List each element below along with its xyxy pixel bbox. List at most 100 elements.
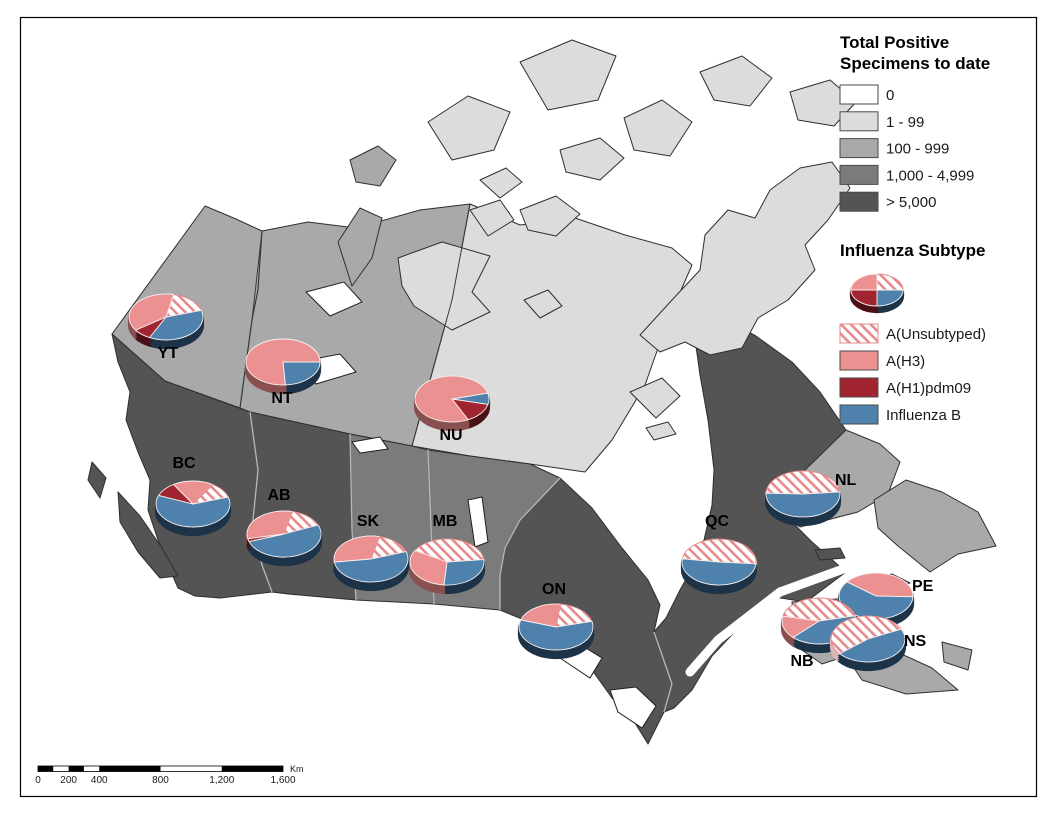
legend-class-swatch-2	[839, 138, 879, 159]
lake-huron-erie-ontario	[609, 686, 657, 729]
legend-specimens-title-line2: Specimens to date	[840, 54, 990, 73]
legend-subtype-title: Influenza Subtype	[840, 241, 985, 260]
legend-subtype-label-h1: A(H1)pdm09	[886, 380, 971, 397]
pie-ns	[829, 615, 907, 672]
pie-on-slice-h3	[520, 603, 562, 628]
st-lawrence-river	[685, 563, 851, 677]
pie-mb-slice-b	[443, 559, 485, 586]
legend-subtype-items: A(Unsubtyped) A(H3) A(H1)pdm09 Influenza B	[839, 323, 986, 425]
pie-ab-slice-h3	[246, 510, 294, 540]
scalebar-segment-1	[53, 766, 69, 772]
scalebar-segment-6	[221, 766, 283, 772]
region-qc-anticosti	[814, 547, 846, 561]
pie-qc-slice-b	[681, 558, 757, 586]
lake-winnipeg	[467, 496, 489, 548]
scalebar-tick-1: 200	[60, 775, 77, 786]
region-qc	[653, 317, 847, 713]
pie-nt-slice-b	[282, 361, 321, 386]
pie-bc-slice-h1	[157, 483, 195, 505]
region-bc-vancouver-island	[117, 491, 179, 579]
pie-nl-slice-b	[765, 491, 841, 518]
pie-pe-slice-h3	[846, 572, 914, 598]
island-king-william	[523, 289, 563, 319]
scalebar-segment-2	[68, 766, 84, 772]
region-label-pe: PE	[912, 578, 934, 595]
pie-nu	[413, 375, 491, 432]
legend-class-swatch-4	[839, 191, 879, 212]
subtype-sample-pie-slice-h1	[850, 289, 878, 307]
subtype-sample-pie	[849, 273, 905, 314]
scalebar-segment-5	[160, 766, 222, 772]
island-somerset	[519, 195, 581, 237]
pie-bc	[154, 480, 232, 537]
legend-subtype-label-b: Influenza B	[886, 407, 961, 424]
pie-mb	[408, 538, 486, 595]
pie-ab-slice-b	[248, 524, 322, 558]
legend-subtype-swatch-b	[839, 404, 879, 425]
pie-qc-slice-unsubtyped	[681, 538, 757, 565]
legend-class-swatch-1	[839, 111, 879, 132]
scalebar-segment-3	[83, 766, 100, 772]
pie-yt-slice-b	[148, 309, 204, 341]
lakes	[297, 281, 851, 729]
pie-ns-slice-b	[838, 628, 906, 663]
interior-borders	[239, 203, 847, 713]
region-label-nl: NL	[835, 472, 857, 489]
region-nl-island	[873, 479, 997, 573]
pie-nb-slice-h3	[781, 615, 821, 638]
pie-nl-slice-unsubtyped	[765, 470, 841, 495]
pie-sk	[332, 535, 410, 592]
legend-class-label-4: > 5,000	[886, 194, 936, 211]
region-ns-cape-breton	[941, 641, 973, 671]
region-label-sk: SK	[357, 513, 380, 530]
island-arctic-6	[559, 137, 625, 181]
legend-specimens-classes: 0 1 - 99 100 - 999 1,000 - 4,999 > 5,000	[839, 84, 974, 212]
pie-ab-slice-h1	[247, 533, 285, 543]
border-yt-nt	[239, 230, 263, 409]
pie-nu-slice-h3	[414, 375, 489, 423]
island-southampton	[629, 377, 681, 419]
scalebar-outline	[37, 765, 284, 772]
legend-class-label-0: 0	[886, 87, 894, 104]
subtype-sample-pie-slice-b	[876, 289, 904, 307]
region-label-on: ON	[542, 581, 566, 598]
island-coats	[645, 421, 677, 441]
legend-subtype-label-h3: A(H3)	[886, 353, 925, 370]
region-label-ns: NS	[904, 633, 927, 650]
scalebar-segment-4	[99, 766, 161, 772]
pie-on	[517, 603, 595, 660]
pie-ns-slice-unsubtyped	[830, 615, 903, 655]
scalebar-unit: Km	[290, 764, 304, 774]
border-mb-on	[499, 477, 561, 610]
region-label-nb: NB	[790, 653, 813, 670]
region-bc-haida-gwaii	[87, 461, 107, 499]
scalebar-tick-4: 1,200	[209, 775, 234, 786]
region-label-nu: NU	[439, 427, 462, 444]
region-pies	[127, 293, 915, 672]
island-arctic-4	[699, 55, 773, 107]
scalebar-tick-3: 800	[152, 775, 169, 786]
region-label-ab: AB	[267, 487, 290, 504]
region-label-bc: BC	[172, 455, 196, 472]
island-arctic-3	[623, 99, 693, 157]
island-arctic-1	[427, 95, 511, 161]
region-label-nt: NT	[271, 390, 293, 407]
lake-athabasca	[351, 436, 389, 454]
island-arctic-2	[519, 39, 617, 111]
legend-class-swatch-0	[839, 84, 879, 105]
pie-on-slice-b	[518, 619, 594, 651]
subtype-sample-pie-slice-h3	[850, 273, 878, 291]
legend-subtype-swatch-h1	[839, 377, 879, 398]
border-on-qc	[653, 631, 673, 713]
legend-sample-pie	[849, 273, 905, 314]
pie-yt-slice-h3	[128, 293, 175, 331]
map-frame	[19, 16, 1038, 798]
legend-subtype-swatch-unsubtyped	[839, 323, 879, 344]
pie-yt	[127, 293, 205, 350]
pie-nl	[764, 470, 842, 527]
pie-nt-slice-h3	[245, 338, 321, 386]
legend-subtype-swatch-h3	[839, 350, 879, 371]
